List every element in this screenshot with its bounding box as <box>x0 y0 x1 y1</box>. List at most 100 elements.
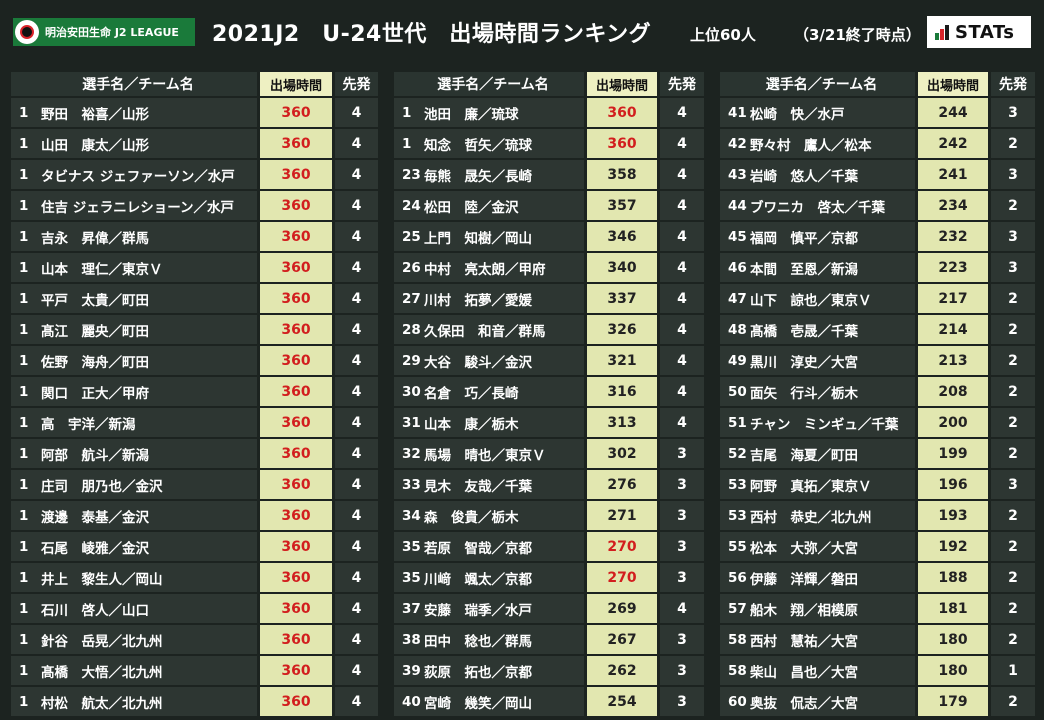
table-row: 56 伊藤 洋輝／磐田 188 2 <box>720 563 1035 594</box>
player-team: 野田 裕喜／山形 <box>41 106 149 123</box>
table-row: 30 名倉 巧／長崎 316 4 <box>394 377 704 408</box>
starts-cell: 3 <box>991 470 1035 501</box>
rank: 44 <box>728 197 747 214</box>
player-team: タビナス ジェファーソン／水戸 <box>41 168 235 185</box>
player-team: 渡邊 泰基／金沢 <box>41 509 149 526</box>
player-cell: 49 黒川 淳史／大宮 <box>720 346 915 377</box>
starts-cell: 4 <box>660 98 704 129</box>
minutes-cell: 276 <box>587 470 657 501</box>
player-cell: 34 森 俊貴／栃木 <box>394 501 584 532</box>
rank: 32 <box>402 445 421 462</box>
rank: 1 <box>19 414 29 431</box>
starts-cell: 3 <box>660 470 704 501</box>
player-cell: 26 中村 亮太朗／甲府 <box>394 253 584 284</box>
table-row: 1 針谷 岳晃／北九州 360 4 <box>11 625 378 656</box>
player-cell: 51 チャン ミンギュ／千葉 <box>720 408 915 439</box>
table-row: 37 安藤 瑞季／水戸 269 4 <box>394 594 704 625</box>
player-cell: 25 上門 知樹／岡山 <box>394 222 584 253</box>
starts-cell: 4 <box>335 470 378 501</box>
starts-cell: 3 <box>660 625 704 656</box>
minutes-cell: 193 <box>918 501 988 532</box>
minutes-cell: 214 <box>918 315 988 346</box>
table-row: 58 西村 慧祐／大宮 180 2 <box>720 625 1035 656</box>
player-team: 井上 黎生人／岡山 <box>41 571 163 588</box>
header-minutes: 出場時間 <box>587 72 657 98</box>
player-cell: 27 川村 拓夢／愛媛 <box>394 284 584 315</box>
rank: 45 <box>728 228 747 245</box>
player-team: ブワニカ 啓太／千葉 <box>750 199 885 216</box>
player-team: 森 俊貴／栃木 <box>424 509 519 526</box>
rank: 37 <box>402 600 421 617</box>
player-team: 若原 智哉／京都 <box>424 540 532 557</box>
minutes-cell: 267 <box>587 625 657 656</box>
player-cell: 50 面矢 行斗／栃木 <box>720 377 915 408</box>
minutes-cell: 180 <box>918 625 988 656</box>
starts-cell: 1 <box>991 656 1035 687</box>
player-team: 伊藤 洋輝／磐田 <box>750 571 858 588</box>
minutes-cell: 360 <box>260 98 332 129</box>
player-team: 福岡 慎平／京都 <box>750 230 858 247</box>
player-cell: 1 山田 康太／山形 <box>11 129 257 160</box>
rank: 41 <box>728 104 747 121</box>
minutes-cell: 360 <box>260 656 332 687</box>
minutes-cell: 269 <box>587 594 657 625</box>
minutes-cell: 313 <box>587 408 657 439</box>
player-team: 松崎 快／水戸 <box>750 106 845 123</box>
player-cell: 1 村松 航太／北九州 <box>11 687 257 718</box>
table-row: 1 高 宇洋／新潟 360 4 <box>11 408 378 439</box>
starts-cell: 2 <box>991 532 1035 563</box>
table-row: 31 山本 康／栃木 313 4 <box>394 408 704 439</box>
rank: 34 <box>402 507 421 524</box>
header-starts: 先発 <box>335 72 378 98</box>
rank: 55 <box>728 538 747 555</box>
header-name: 選手名／チーム名 <box>394 72 584 98</box>
player-cell: 1 池田 廉／琉球 <box>394 98 584 129</box>
header-bar: 明治安田生命 J2 LEAGUE 2021J2 U-24世代 出場時間ランキング… <box>0 0 1044 64</box>
starts-cell: 2 <box>991 687 1035 718</box>
table-row: 60 奥抜 侃志／大宮 179 2 <box>720 687 1035 718</box>
starts-cell: 4 <box>660 377 704 408</box>
player-cell: 1 野田 裕喜／山形 <box>11 98 257 129</box>
minutes-cell: 217 <box>918 284 988 315</box>
player-team: 関口 正大／甲府 <box>41 385 149 402</box>
minutes-cell: 340 <box>587 253 657 284</box>
minutes-cell: 360 <box>260 284 332 315</box>
starts-cell: 2 <box>991 501 1035 532</box>
starts-cell: 3 <box>660 439 704 470</box>
minutes-cell: 199 <box>918 439 988 470</box>
rank: 53 <box>728 507 747 524</box>
player-team: 奥抜 侃志／大宮 <box>750 695 858 712</box>
minutes-cell: 213 <box>918 346 988 377</box>
rank: 1 <box>19 662 29 679</box>
table-row: 1 吉永 昇偉／群馬 360 4 <box>11 222 378 253</box>
player-team: 池田 廉／琉球 <box>424 106 519 123</box>
player-team: 馬場 晴也／東京Ｖ <box>424 447 546 464</box>
minutes-cell: 357 <box>587 191 657 222</box>
starts-cell: 3 <box>660 532 704 563</box>
player-team: 野々村 鷹人／松本 <box>750 137 872 154</box>
player-cell: 1 石川 啓人／山口 <box>11 594 257 625</box>
table-row: 1 阿部 航斗／新潟 360 4 <box>11 439 378 470</box>
player-team: 村松 航太／北九州 <box>41 695 163 712</box>
column-header: 選手名／チーム名 出場時間 先発 <box>720 72 1035 98</box>
player-team: 大谷 駿斗／金沢 <box>424 354 532 371</box>
starts-cell: 4 <box>335 129 378 160</box>
player-team: チャン ミンギュ／千葉 <box>750 416 899 433</box>
rank: 1 <box>19 352 29 369</box>
header-name: 選手名／チーム名 <box>11 72 257 98</box>
player-team: 久保田 和音／群馬 <box>424 323 546 340</box>
player-cell: 1 井上 黎生人／岡山 <box>11 563 257 594</box>
table-row: 1 石尾 崚雅／金沢 360 4 <box>11 532 378 563</box>
player-team: 山田 康太／山形 <box>41 137 149 154</box>
player-cell: 56 伊藤 洋輝／磐田 <box>720 563 915 594</box>
starts-cell: 2 <box>991 191 1035 222</box>
starts-cell: 2 <box>991 594 1035 625</box>
column-header: 選手名／チーム名 出場時間 先発 <box>394 72 704 98</box>
minutes-cell: 337 <box>587 284 657 315</box>
table-row: 1 山本 理仁／東京Ｖ 360 4 <box>11 253 378 284</box>
table-row: 27 川村 拓夢／愛媛 337 4 <box>394 284 704 315</box>
player-team: 知念 哲矢／琉球 <box>424 137 532 154</box>
starts-cell: 4 <box>335 439 378 470</box>
player-cell: 1 佐野 海舟／町田 <box>11 346 257 377</box>
player-team: 庄司 朋乃也／金沢 <box>41 478 163 495</box>
